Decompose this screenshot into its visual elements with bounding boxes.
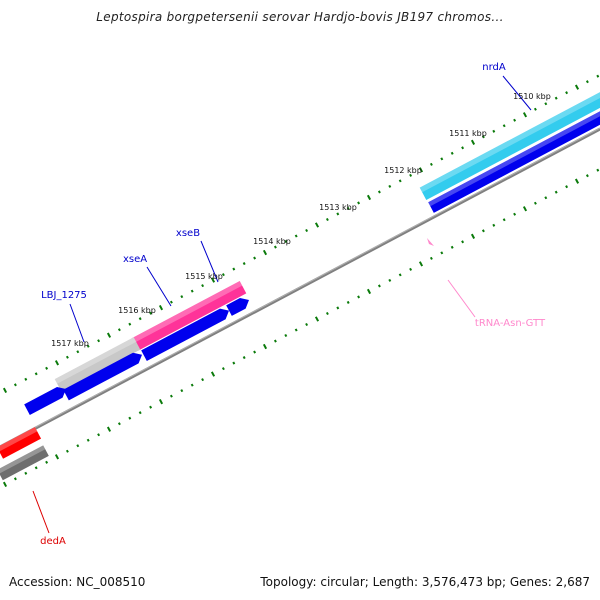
- tick-label: 1510 kbp: [513, 92, 551, 101]
- cds-arrow-3: [141, 308, 229, 361]
- tick-label: 1517 kbp: [51, 339, 89, 348]
- cds-arrow-4: [226, 298, 249, 316]
- chromosome-title: Leptospira borgpetersenii serovar Hardjo…: [96, 10, 504, 24]
- tRNA-Asn-GTT-feature: [427, 238, 434, 246]
- leader-line-xseB: [200, 240, 219, 283]
- tick-label: 1516 kbp: [118, 306, 156, 315]
- leader-line-LBJ_1275: [69, 303, 85, 343]
- tick-label: 1515 kbp: [185, 272, 223, 281]
- cds-arrow-2: [63, 352, 142, 401]
- dedA-gene-feature: [0, 445, 49, 481]
- gene-label-xseB: xseB: [176, 228, 200, 239]
- leader-line-xseA: [146, 266, 172, 307]
- dedA-cds: [0, 427, 42, 459]
- tick-label: 1513 kbp: [319, 203, 357, 212]
- inner-tick-ring: [2, 168, 600, 488]
- leader-line-nrdA: [502, 75, 532, 111]
- leader-line-dedA: [32, 490, 50, 534]
- genome-summary-text: Topology: circular; Length: 3,576,473 bp…: [260, 575, 590, 589]
- tick-label: 1511 kbp: [449, 129, 487, 138]
- gene-label-tRNA-Asn-GTT: tRNA-Asn-GTT: [475, 318, 546, 329]
- outer-tick-ring: [2, 74, 600, 394]
- tick-label: 1512 kbp: [384, 166, 422, 175]
- leader-line-tRNA-Asn-GTT: [447, 279, 476, 318]
- gene-label-LBJ_1275: LBJ_1275: [41, 290, 87, 301]
- nrdA-gene-feature: [419, 92, 600, 200]
- accession-text: Accession: NC_008510: [9, 575, 146, 589]
- gene-label-nrdA: nrdA: [482, 62, 506, 73]
- cds-arrow-1: [24, 386, 66, 415]
- gene-label-dedA: dedA: [40, 536, 66, 547]
- chromosome-backbone: [0, 127, 600, 449]
- nrdA-cds: [428, 111, 600, 213]
- gene-label-xseA: xseA: [123, 254, 147, 265]
- xseA-xseB-gene-feature: [131, 281, 247, 351]
- LBJ_1275-gene-feature: [54, 337, 141, 392]
- tick-label: 1514 kbp: [253, 237, 291, 246]
